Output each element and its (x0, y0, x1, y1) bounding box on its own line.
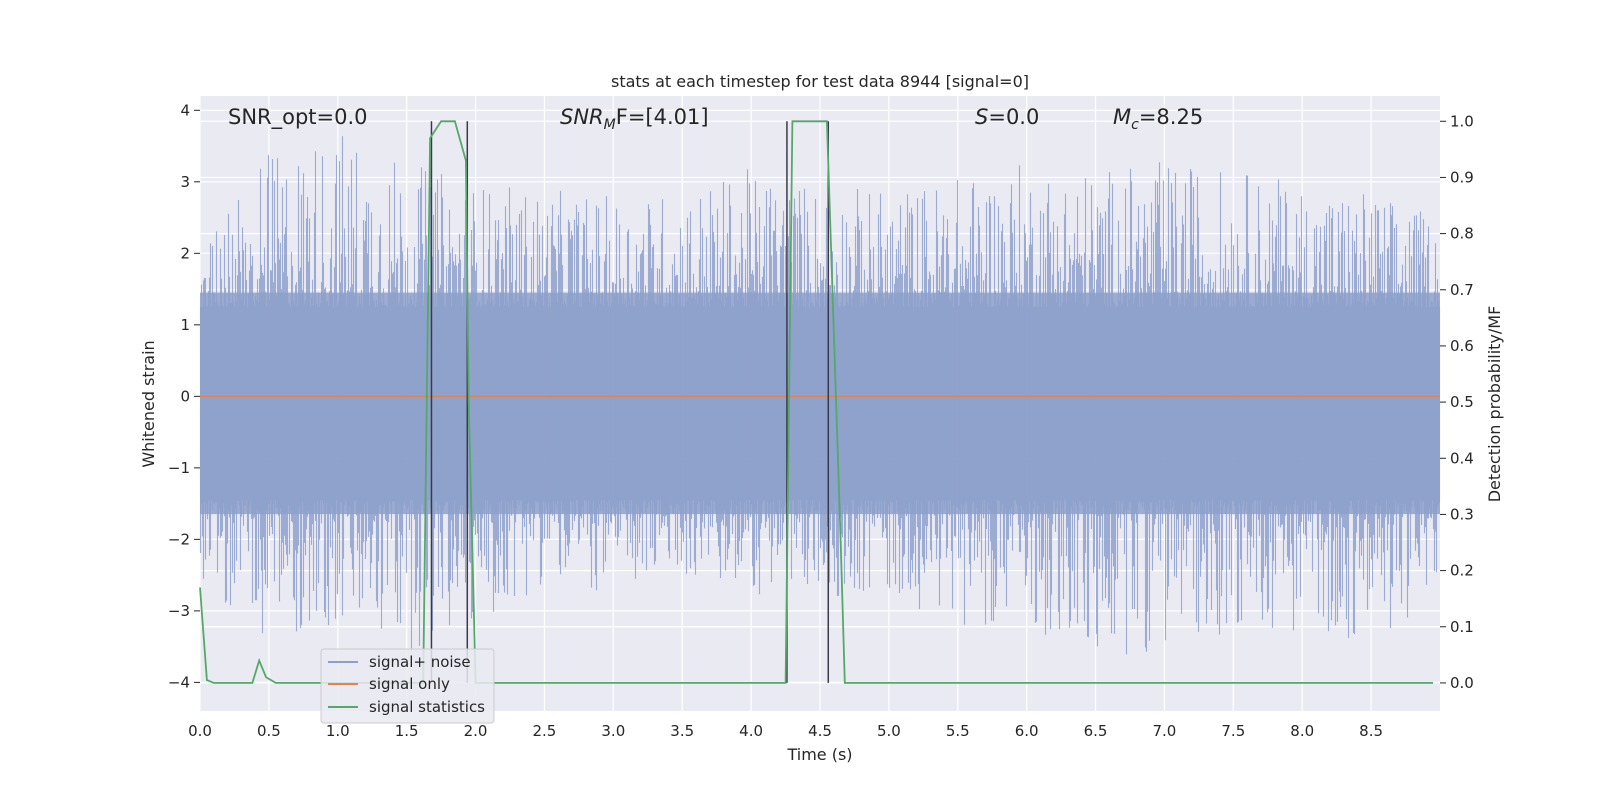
x-tick-label: 2.5 (533, 722, 557, 740)
y-right-tick-label: 0.1 (1450, 618, 1474, 636)
y-tick-label: −3 (168, 602, 190, 620)
x-tick-labels: 0.0 0.5 1.0 1.5 2.0 2.5 3.0 3.5 4.0 4.5 5.0 5.5 6.0 6… (188, 722, 1383, 740)
y-tick-label: −1 (168, 459, 190, 477)
x-tick-label: 2.0 (464, 722, 488, 740)
x-tick-label: 4.0 (739, 722, 763, 740)
legend-label-signal-only: signal only (369, 675, 450, 693)
noise-core-band (200, 292, 1440, 515)
x-axis-label: Time (s) (786, 745, 852, 764)
y-right-axis-label: Detection probability/MF (1485, 306, 1504, 503)
y-right-tick-label: 0.0 (1450, 674, 1474, 692)
legend: signal+ noise signal only signal statist… (320, 648, 495, 724)
annotation-snr-mf-sub: M (604, 117, 616, 133)
annotation-mc-rest: =8.25 (1139, 105, 1203, 129)
annotation-mc-main: M (1113, 105, 1131, 129)
chart-title: stats at each timestep for test data 894… (611, 72, 1029, 91)
x-tick-label: 0.5 (257, 722, 281, 740)
x-tick-label: 5.5 (946, 722, 970, 740)
y-right-tick-label: 0.9 (1450, 168, 1474, 186)
y-right-tick-labels: 0.0 0.1 0.2 0.3 0.4 0.5 0.6 0.7 0.8 0.9 1.0 (1440, 112, 1474, 692)
y-tick-label: −2 (168, 530, 190, 548)
y-right-tick-label: 1.0 (1450, 112, 1474, 130)
annotation-snr-mf-rest: F=[4.01] (616, 105, 709, 129)
x-tick-label: 1.0 (326, 722, 350, 740)
x-tick-label: 8.0 (1290, 722, 1314, 740)
y-right-tick-label: 0.7 (1450, 281, 1474, 299)
x-tick-label: 4.5 (808, 722, 832, 740)
annotation-snr-opt: SNR_opt=0.0 (228, 105, 368, 130)
y-tick-label: 3 (180, 173, 190, 191)
x-tick-label: 7.5 (1221, 722, 1245, 740)
signal-statistics-line (199, 120, 1434, 684)
y-tick-label: 2 (180, 244, 190, 262)
annotation-snr-mf-main: SNR (560, 105, 604, 129)
annotation-mc: Mc=8.25 (1113, 105, 1203, 133)
y-tick-labels: −4 −3 −2 −1 0 1 2 3 4 (168, 101, 200, 691)
x-tick-label: 6.0 (1015, 722, 1039, 740)
y-right-tick-label: 0.4 (1450, 449, 1474, 467)
x-tick-label: 3.5 (670, 722, 694, 740)
x-tick-label: 8.5 (1359, 722, 1383, 740)
y-axis-label: Whitened strain (139, 340, 158, 467)
y-right-tick-label: 0.5 (1450, 393, 1474, 411)
legend-label-signal-statistics: signal statistics (369, 698, 485, 716)
y-tick-label: 1 (180, 316, 190, 334)
y-right-tick-label: 0.3 (1450, 505, 1474, 523)
y-right-tick-label: 0.8 (1450, 225, 1474, 243)
series-signal-statistics (199, 120, 1434, 684)
x-tick-label: 1.5 (395, 722, 419, 740)
annotation-s-rest: =0.0 (988, 105, 1039, 129)
legend-label-signal-noise: signal+ noise (369, 653, 471, 671)
x-tick-label: 0.0 (188, 722, 212, 740)
annotation-s-main: S (975, 105, 988, 129)
y-tick-label: −4 (168, 673, 190, 691)
series-signal-noise (199, 136, 1441, 655)
legend-box (320, 648, 495, 724)
x-tick-label: 5.0 (877, 722, 901, 740)
y-right-tick-label: 0.2 (1450, 562, 1474, 580)
x-tick-label: 3.0 (601, 722, 625, 740)
annotation-s: S=0.0 (975, 105, 1039, 129)
x-tick-label: 7.0 (1153, 722, 1177, 740)
annotation-snr-mf: SNRMF=[4.01] (560, 105, 709, 133)
annotation-mc-sub: c (1131, 117, 1139, 133)
x-tick-label: 6.5 (1084, 722, 1108, 740)
y-tick-label: 4 (180, 101, 190, 119)
y-right-tick-label: 0.6 (1450, 337, 1474, 355)
y-tick-label: 0 (180, 387, 190, 405)
